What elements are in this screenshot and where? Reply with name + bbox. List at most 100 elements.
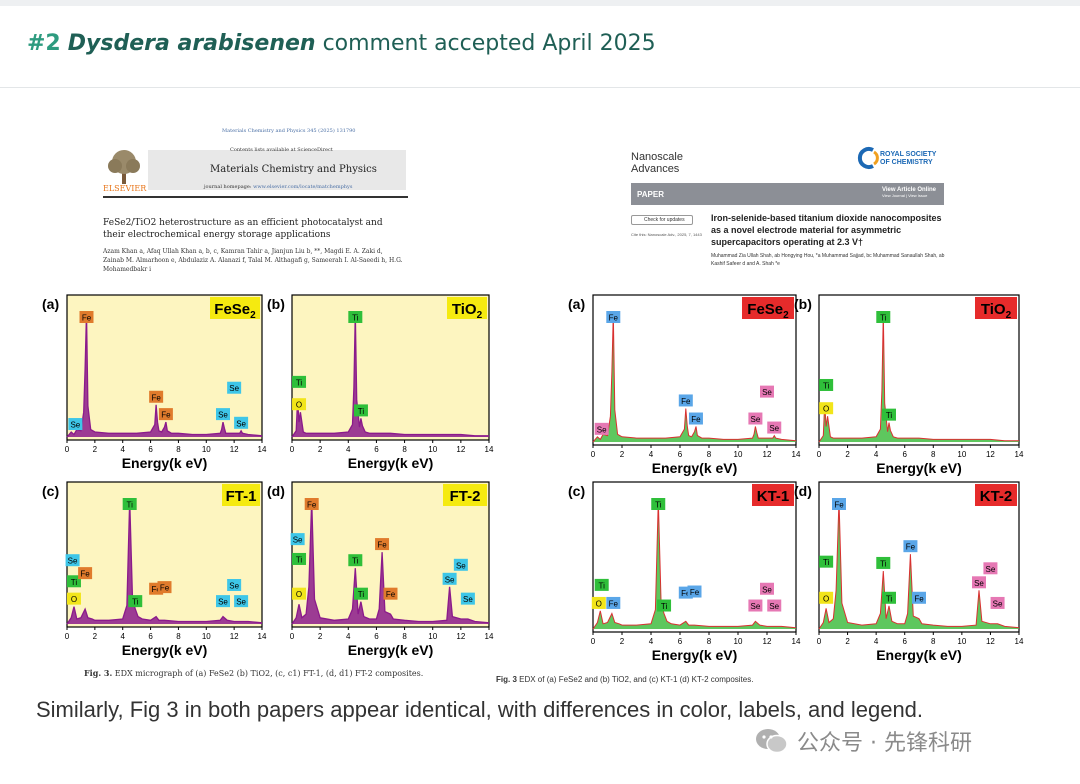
x-tick-label: 8	[402, 445, 407, 454]
peak-label: Se	[229, 384, 239, 393]
x-tick-label: 10	[428, 632, 437, 641]
check-updates-button[interactable]: Check for updates	[631, 215, 693, 225]
x-axis-label: Energy(k eV)	[652, 647, 738, 663]
peak-label: Se	[751, 415, 761, 424]
x-tick-label: 0	[65, 445, 70, 454]
left-caption-prefix: Fig. 3.	[84, 668, 113, 678]
view-article-online[interactable]: View Article Online View Journal | View …	[882, 187, 936, 198]
sample-label: FeSe2	[747, 301, 789, 321]
panel-letter: (a)	[568, 296, 585, 312]
panel-letter: (c)	[568, 483, 585, 499]
spectrum-line	[818, 499, 1020, 630]
elsevier-tree-logo	[108, 150, 140, 184]
x-tick-label: 0	[591, 450, 596, 459]
left-homepage: journal homepage: www.elsevier.com/locat…	[204, 184, 352, 190]
spectrum-line	[291, 499, 490, 625]
peak-label-box	[767, 421, 782, 434]
peak-label: O	[823, 594, 829, 603]
spectrum-fill	[593, 500, 796, 629]
peak-label: Fe	[161, 411, 171, 420]
peak-label-box	[882, 408, 896, 421]
peak-label: Fe	[609, 314, 619, 323]
peak-label: Se	[456, 561, 466, 570]
peak-label-box	[972, 576, 986, 589]
peak-label-box	[234, 416, 249, 429]
x-tick-label: 2	[93, 632, 98, 641]
peak-label: Ti	[352, 314, 359, 323]
x-tick-label: 0	[290, 632, 295, 641]
sample-subscript: 2	[477, 310, 483, 321]
peak-label-box	[216, 408, 230, 421]
peak-label-box	[216, 595, 230, 608]
x-tick-label: 6	[148, 445, 153, 454]
view-journal-label[interactable]: View Journal | View Issue	[882, 193, 928, 198]
right-caption-prefix: Fig. 3	[496, 675, 517, 684]
spectrum-fill	[67, 313, 262, 437]
peak-label: Se	[762, 388, 772, 397]
plot-area	[592, 294, 797, 446]
left-homepage-link[interactable]: www.elsevier.com/locate/matchemphys	[253, 184, 353, 190]
peak-label-box	[606, 596, 621, 609]
x-tick-label: 12	[986, 450, 995, 459]
spectrum-line	[592, 499, 797, 630]
plot-area	[818, 294, 1020, 446]
peak-label-box	[227, 381, 242, 394]
sample-subscript: 2	[783, 310, 789, 321]
peak-label: Se	[769, 424, 779, 433]
panel-letter: (d)	[267, 483, 285, 499]
x-tick-label: 14	[792, 450, 801, 459]
peak-label-box	[375, 538, 390, 551]
peak-label: Se	[236, 419, 246, 428]
edx-panel-left-1: 0 2 4 6 8 10 12 14 Energy(k eV) (b) TiO2 O Ti Ti Ti	[267, 294, 494, 471]
spectrum-line	[66, 499, 263, 625]
watermark-text: 公众号 · 先锋科研	[797, 731, 972, 756]
species-name: Dysdera arabisenen	[67, 31, 316, 56]
right-paper-bar-label: PAPER	[637, 190, 664, 199]
x-tick-label: 14	[1015, 450, 1024, 459]
peak-label-box	[760, 582, 774, 595]
peak-label-box	[79, 311, 94, 323]
view-online-label[interactable]: View Article Online	[882, 187, 937, 193]
x-tick-label: 2	[620, 637, 625, 646]
peak-label: Se	[463, 595, 473, 604]
peak-label: Fe	[82, 314, 92, 323]
peak-label-box	[353, 404, 368, 417]
panel-letter: (b)	[267, 296, 285, 312]
peak-label: Ti	[71, 578, 78, 587]
x-tick-label: 14	[258, 445, 267, 454]
right-journal-line1: Nanoscale	[631, 151, 683, 163]
peak-label-box	[591, 596, 606, 609]
x-tick-label: 12	[456, 445, 465, 454]
peak-label: Se	[236, 598, 246, 607]
peak-label-box	[66, 575, 81, 588]
x-tick-label: 0	[817, 450, 822, 459]
peak-label-box	[348, 311, 363, 323]
peak-label: Se	[597, 425, 607, 434]
peak-label: Se	[445, 575, 455, 584]
left-paper-authors: Azam Khan a, Afaq Ullah Khan a, b, c, Ka…	[103, 248, 403, 273]
peak-label-box	[149, 582, 164, 595]
spectrum-fill	[593, 313, 796, 442]
edx-panel-left-3: 0 2 4 6 8 10 12 14 Energy(k eV) (d) FT-2 Fe Se Ti O Ti T…	[267, 481, 494, 658]
right-figure-caption: Fig. 3 EDX of (a) FeSe2 and (b) TiO2, an…	[496, 675, 753, 684]
peak-label: O	[296, 590, 302, 599]
top-strip	[0, 0, 1080, 6]
x-tick-label: 6	[902, 637, 907, 646]
sample-subscript: 2	[1006, 310, 1012, 321]
peak-label-box	[292, 587, 307, 600]
x-tick-label: 10	[957, 637, 966, 646]
x-tick-label: 4	[649, 450, 654, 459]
plot-area	[291, 481, 490, 628]
peak-label-box	[348, 554, 363, 567]
plot-area	[66, 294, 263, 441]
peak-label-box	[227, 579, 242, 591]
plot-area	[66, 481, 263, 628]
right-journal-line2: Advances	[631, 163, 680, 175]
post-number: #2	[27, 31, 61, 56]
rsc-line2: OF CHEMISTRY	[880, 159, 933, 166]
peak-label-box	[983, 562, 998, 575]
peak-label: O	[823, 405, 829, 414]
x-axis-label: Energy(k eV)	[876, 647, 962, 663]
spectrum-line	[592, 312, 797, 443]
